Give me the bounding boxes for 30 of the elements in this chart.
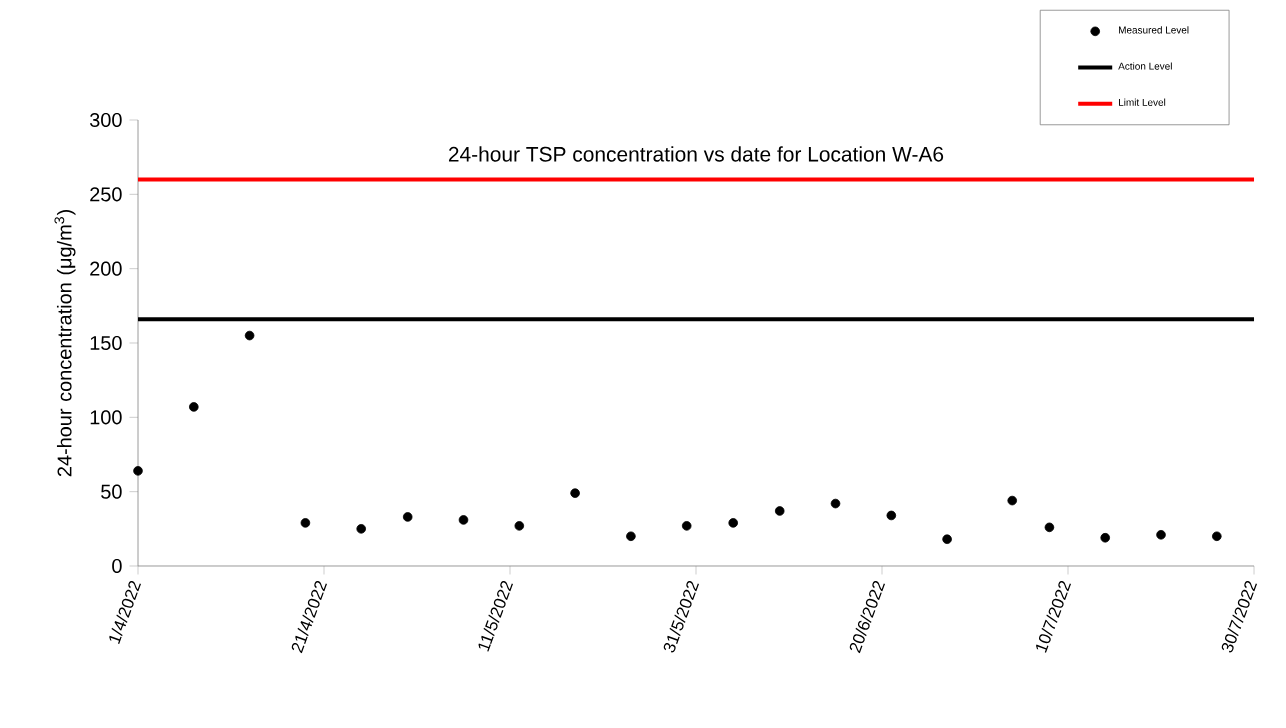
y-tick-label: 200 (90, 261, 122, 276)
point (402, 512, 413, 522)
y-axis-title: 24-hour concentration (μg/m$^{3}$) (54, 210, 76, 477)
point (942, 534, 952, 545)
y-tick-label: 300 (89, 112, 122, 128)
text: 24-hour TSP concentration vs date for Location W-A6 (448, 146, 944, 162)
point (681, 521, 692, 531)
point (1007, 495, 1017, 506)
point (458, 515, 469, 525)
point (570, 488, 580, 498)
point (1212, 531, 1222, 542)
point (133, 466, 143, 476)
point (300, 518, 311, 528)
point (356, 524, 366, 534)
y-tick-label: 50 (101, 484, 122, 499)
y-tick-label: 150 (90, 335, 122, 351)
point (1100, 532, 1110, 543)
y-tick-label: 250 (90, 187, 122, 202)
y-tick-label: 100 (90, 410, 122, 425)
point (830, 498, 841, 509)
y-tick-label: 0 (112, 558, 122, 574)
point (514, 521, 525, 531)
point (626, 531, 636, 542)
point (886, 510, 897, 521)
point (774, 506, 785, 516)
point (1156, 529, 1166, 540)
point (244, 330, 255, 341)
point (189, 402, 199, 412)
point (1044, 522, 1055, 533)
point (728, 518, 738, 528)
